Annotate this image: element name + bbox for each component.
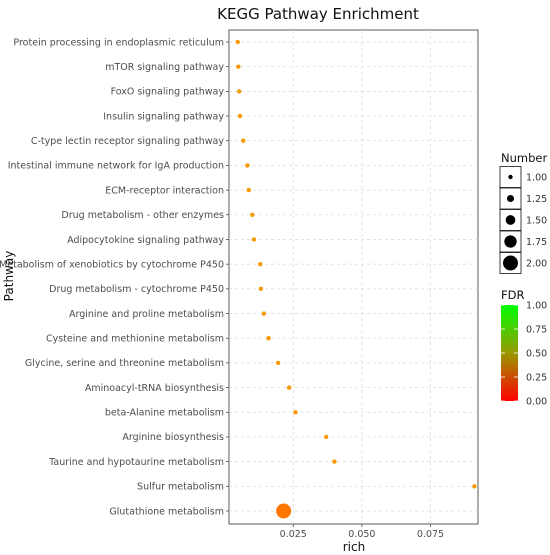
y-tick-label: Drug metabolism - cytochrome P450 [49,284,224,295]
y-tick-label: Glutathione metabolism [109,506,224,517]
y-tick-label: Sulfur metabolism [137,482,224,493]
fdr-colorbar [501,305,518,401]
data-point [276,503,292,519]
y-tick-label: Glycine, serine and threonine metabolism [25,358,224,369]
size-legend-dot [508,174,513,180]
data-point [236,64,241,69]
y-tick-label: Taurine and hypotaurine metabolism [48,457,224,468]
data-point [286,385,292,390]
size-legend-title: Number [501,151,547,165]
y-tick-label: C-type lectin receptor signaling pathway [31,136,225,147]
data-point [293,410,298,415]
size-legend: Number 1.00 1.25 1.50 1.75 2.00 [499,151,547,274]
data-point [241,138,246,143]
y-tick-label: Drug metabolism - other enzymes [61,210,224,221]
x-tick-label: 0.025 [280,529,307,540]
y-tick-label: Metabolism of xenobiotics by cytochrome … [0,259,224,270]
data-point [332,459,337,464]
y-tick-label: Arginine and proline metabolism [69,309,224,320]
size-legend-dot [503,255,518,271]
data-points [235,39,477,519]
y-tick-label: Arginine biosynthesis [122,432,224,443]
data-point [250,212,255,217]
y-tick-label: ECM-receptor interaction [105,185,224,196]
size-legend-label: 1.50 [526,215,547,226]
data-point [275,360,281,366]
data-point [246,187,251,193]
y-axis-label: Pathway [2,251,16,302]
size-legend-label: 1.00 [526,172,547,183]
chart-title: KEGG Pathway Enrichment [217,5,419,23]
y-tick-label: Protein processing in endoplasmic reticu… [13,37,224,48]
data-point [235,39,240,45]
size-legend-dot [506,194,515,203]
data-point [261,311,267,316]
x-axis-label: rich [343,540,365,554]
size-legend-label: 2.00 [526,258,547,269]
data-point [258,286,264,292]
colorbar-label: 0.00 [526,396,547,407]
data-point [258,261,263,267]
data-point [237,113,243,119]
y-tick-label: beta-Alanine metabolism [105,408,224,419]
y-tick-label: mTOR signaling pathway [105,62,224,73]
y-tick-label: Insulin signaling pathway [103,111,224,122]
data-point [251,237,257,242]
grid-lines [229,30,478,524]
colorbar-label: 1.00 [526,300,547,311]
data-point [323,434,329,440]
y-axis-ticks: Protein processing in endoplasmic reticu… [0,37,229,517]
size-legend-label: 1.75 [526,237,547,248]
x-tick-label: 0.050 [348,529,375,540]
data-point [266,336,271,341]
color-legend: FDR 0.00 0.25 0.50 0.75 1.00 [501,288,547,407]
y-tick-label: FoxO signaling pathway [111,87,225,98]
x-tick-label: 0.075 [417,529,444,540]
plot-panel [228,29,479,525]
colorbar-label: 0.50 [526,348,547,359]
color-legend-title: FDR [501,288,524,302]
data-point [245,163,250,168]
data-point [236,89,242,94]
size-legend-label: 1.25 [526,194,547,205]
y-tick-label: Cysteine and methionine metabolism [46,334,224,345]
size-legend-dot [505,215,516,225]
size-legend-dot [504,235,517,248]
data-point [472,484,477,489]
y-tick-label: Intestinal immune network for IgA produc… [8,161,224,172]
y-tick-label: Aminoacyl-tRNA biosynthesis [85,383,224,394]
x-axis-ticks: 0.025 0.050 0.075 [280,524,444,540]
colorbar-label: 0.75 [526,324,547,335]
y-tick-label: Adipocytokine signaling pathway [67,235,224,246]
colorbar-label: 0.25 [526,372,547,383]
